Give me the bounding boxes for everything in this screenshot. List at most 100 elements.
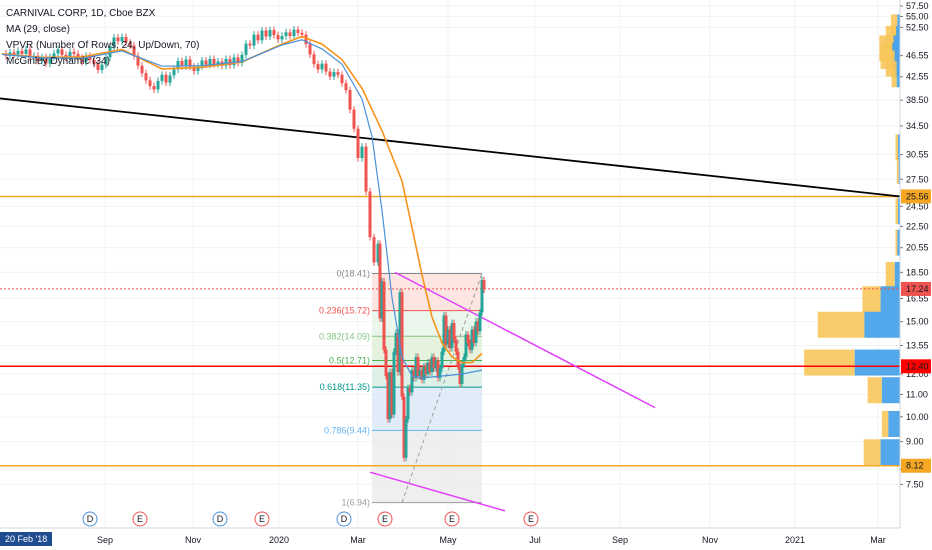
- vp-down-bar: [895, 229, 898, 256]
- trend-lines[interactable]: [0, 97, 901, 512]
- candle-body: [136, 55, 140, 66]
- candle-body: [384, 349, 388, 376]
- candle-body: [394, 332, 398, 352]
- price-tick-label: 52.50: [906, 22, 929, 32]
- candle-body: [208, 58, 212, 65]
- candle-body: [88, 55, 92, 60]
- candle-body: [24, 49, 28, 54]
- mcginley-legend[interactable]: McGinley Dynamic (34): [6, 56, 110, 67]
- price-tick-label: 42.55: [906, 72, 929, 82]
- candle-body: [382, 281, 386, 350]
- candle-body: [244, 43, 248, 55]
- candle-body: [156, 80, 160, 90]
- price-tick-label: 7.50: [906, 479, 924, 489]
- price-tick-label: 30.55: [906, 150, 929, 160]
- fib-level-label: 0.382(14.09): [319, 331, 370, 341]
- price-tag-label: 12.40: [906, 361, 929, 371]
- vp-down-bar: [891, 61, 897, 88]
- candle-body: [224, 58, 228, 66]
- vp-up-bar: [864, 311, 900, 338]
- price-tick-label: 18.50: [906, 267, 929, 277]
- candle-body: [160, 74, 164, 81]
- vp-down-bar: [895, 134, 899, 161]
- candle-body: [462, 357, 466, 365]
- vp-up-bar: [897, 229, 900, 256]
- candle-body: [412, 370, 416, 378]
- candle-body: [408, 388, 412, 393]
- candle-body: [212, 58, 216, 65]
- event-marker-letter: E: [259, 514, 265, 524]
- symbol-title[interactable]: CARNIVAL CORP, 1D, Cboe BZX: [6, 8, 156, 19]
- candle-body: [260, 30, 264, 41]
- event-marker-letter: D: [87, 514, 94, 524]
- candle-body: [300, 32, 304, 35]
- candle-body: [396, 332, 400, 373]
- horizontal-levels[interactable]: [0, 195, 900, 467]
- descending-trendline: [0, 97, 901, 198]
- candle-body: [200, 60, 204, 67]
- vp-up-bar: [880, 286, 900, 313]
- candle-body: [452, 323, 456, 340]
- price-tick-label: 16.55: [906, 294, 929, 304]
- candle-body: [368, 191, 372, 238]
- price-tick-label: 12.00: [906, 369, 929, 379]
- fib-level-label: 0.5(12.71): [329, 356, 370, 366]
- event-marker-letter: D: [341, 514, 348, 524]
- vp-down-bar: [885, 261, 895, 288]
- ma-legend[interactable]: MA (29, close): [6, 24, 70, 35]
- price-tag-label: 17.24: [906, 284, 929, 294]
- candle-body: [434, 360, 438, 369]
- fib-zone: [372, 310, 482, 337]
- price-tick-label: 38.50: [906, 95, 929, 105]
- candle-body: [100, 64, 104, 70]
- vp-down-bar: [885, 50, 895, 77]
- price-tick-label: 15.00: [906, 317, 929, 327]
- candle-body: [406, 388, 410, 420]
- candle-body: [324, 63, 328, 72]
- candle-body: [76, 53, 80, 58]
- wedge-upper-line: [394, 271, 656, 409]
- candle-body: [248, 43, 252, 46]
- candle-body: [48, 56, 52, 64]
- candle-body: [284, 32, 288, 37]
- event-marker-letter: E: [528, 514, 534, 524]
- vp-up-bar: [894, 261, 900, 288]
- candle-body: [96, 64, 100, 70]
- candle-body: [228, 58, 232, 66]
- candle-body: [16, 50, 20, 55]
- price-tag-label: 25.56: [906, 191, 929, 201]
- vp-down-bar: [804, 349, 855, 376]
- candle-body: [80, 57, 84, 63]
- vpvr-legend[interactable]: VPVR (Number Of Rows, 24, Up/Down, 70): [6, 40, 200, 51]
- price-tag-box: [901, 359, 931, 374]
- time-tick-label: Mar: [870, 535, 886, 545]
- price-tick-label: 34.50: [906, 121, 929, 131]
- candle-body: [416, 357, 420, 376]
- candle-body: [192, 66, 196, 72]
- candle-body: [84, 55, 88, 63]
- candle-body: [148, 80, 152, 87]
- dividend-marker: [336, 511, 352, 527]
- vp-up-bar: [898, 198, 900, 225]
- candle-body: [28, 49, 32, 58]
- candle-body: [296, 29, 300, 33]
- candle-body: [252, 34, 256, 46]
- candle-body: [454, 339, 458, 352]
- candle-body: [446, 329, 450, 345]
- candle-body: [184, 59, 188, 67]
- vp-up-bar: [888, 410, 900, 437]
- candle-body: [404, 419, 408, 458]
- candle-body: [172, 69, 176, 76]
- candle-body: [466, 334, 470, 343]
- price-tag-box: [901, 281, 931, 296]
- candle-body: [430, 357, 434, 373]
- candle-body: [372, 237, 376, 263]
- candle-body: [464, 334, 468, 358]
- candle-body: [414, 357, 418, 378]
- vp-down-bar: [862, 286, 881, 313]
- candle-body: [336, 72, 340, 75]
- candle-body: [312, 54, 316, 65]
- fib-zone: [372, 273, 482, 311]
